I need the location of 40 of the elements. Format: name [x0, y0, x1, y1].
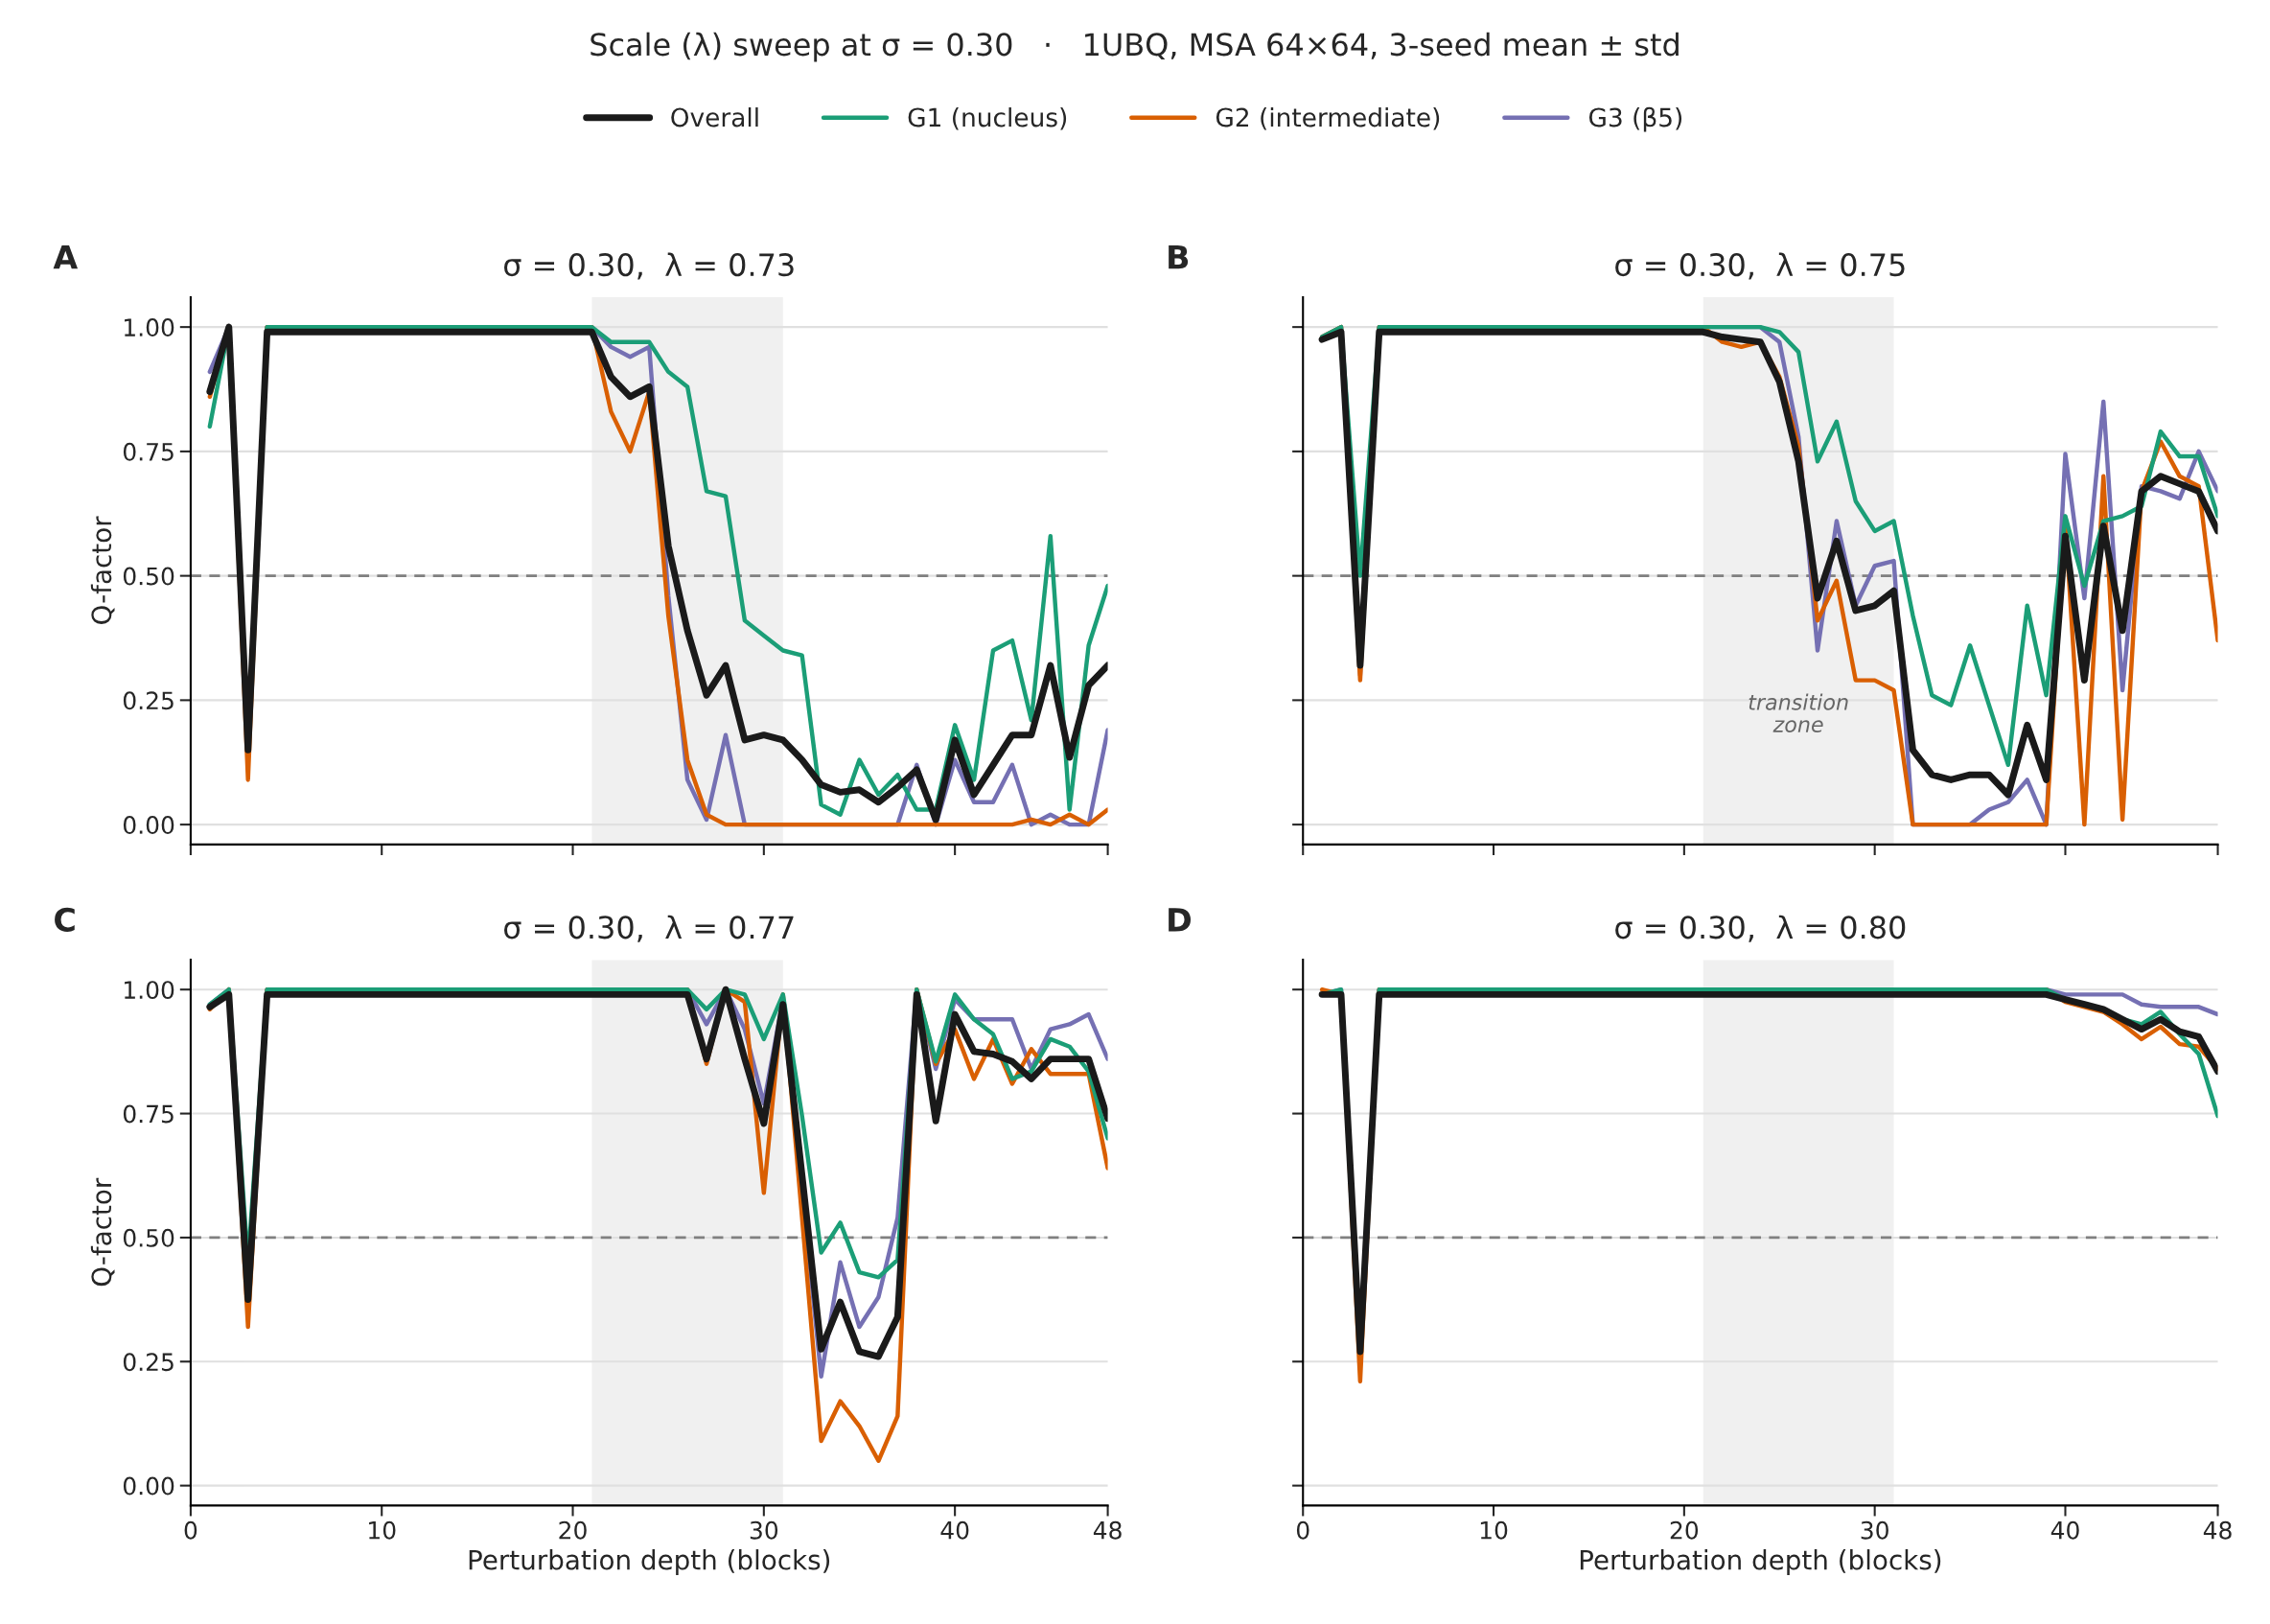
- y-tick-label: 0.25: [123, 691, 174, 710]
- legend-label: G1 (nucleus): [908, 107, 1067, 130]
- x-tick-label: 30: [750, 1520, 778, 1540]
- y-tick-label: 0.75: [123, 442, 174, 461]
- y-tick-label: 0.50: [123, 1228, 174, 1247]
- chart-title: σ = 0.30, λ = 0.73: [504, 252, 794, 280]
- y-axis-title: Q-factor: [90, 516, 115, 624]
- band-label: transition zone: [1749, 693, 1848, 732]
- text: C: [55, 907, 75, 932]
- x-tick-label: 10: [369, 1520, 396, 1540]
- x-axis-title: Perturbation depth (blocks): [469, 1549, 830, 1575]
- x-tick-label: 20: [559, 1520, 587, 1540]
- y-tick-label: 0.50: [123, 567, 174, 586]
- y-tick-label: 0.75: [123, 1104, 174, 1124]
- x-tick-label: 48: [2203, 1520, 2232, 1540]
- text: D: [1169, 908, 1192, 932]
- y-axis-title: Q-factor: [90, 1177, 115, 1287]
- legend-label: Overall: [671, 107, 758, 128]
- text: A: [53, 244, 79, 269]
- x-tick-label: 40: [2050, 1520, 2079, 1540]
- y-tick-label: 0.25: [123, 1353, 174, 1372]
- x-tick-label: 40: [940, 1520, 969, 1540]
- text: B: [1169, 244, 1189, 269]
- x-axis-title: Perturbation depth (blocks): [1580, 1549, 1941, 1575]
- x-tick-label: 0: [184, 1520, 197, 1540]
- x-tick-label: 48: [1093, 1520, 1122, 1540]
- x-tick-label: 0: [1296, 1520, 1309, 1540]
- y-tick-label: 1.00: [125, 318, 174, 336]
- chart-title: σ = 0.30, λ = 0.75: [1615, 252, 1905, 280]
- x-tick-label: 10: [1480, 1520, 1508, 1540]
- legend-label: G2 (intermediate): [1216, 107, 1440, 130]
- y-tick-label: 1.00: [125, 981, 174, 1000]
- chart-title: σ = 0.30, λ = 0.77: [504, 915, 794, 942]
- y-tick-label: 0.00: [123, 1476, 174, 1496]
- chart-title: σ = 0.30, λ = 0.80: [1615, 915, 1906, 942]
- x-tick-label: 20: [1670, 1520, 1699, 1540]
- x-tick-label: 30: [1861, 1520, 1888, 1540]
- text: Scale (λ) sweep at σ = 0.30 · 1UBQ, MSA 64×64, 3-seed mean ± std: [591, 32, 1679, 62]
- y-tick-label: 0.00: [123, 816, 174, 834]
- legend-label: G3 (β5): [1588, 106, 1682, 132]
